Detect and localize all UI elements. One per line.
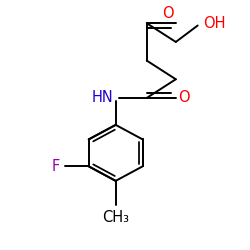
Text: F: F — [52, 159, 60, 174]
Text: CH₃: CH₃ — [102, 210, 129, 225]
Text: OH: OH — [203, 16, 225, 31]
Text: O: O — [178, 90, 190, 106]
Text: O: O — [162, 6, 174, 21]
Text: HN: HN — [92, 90, 114, 106]
